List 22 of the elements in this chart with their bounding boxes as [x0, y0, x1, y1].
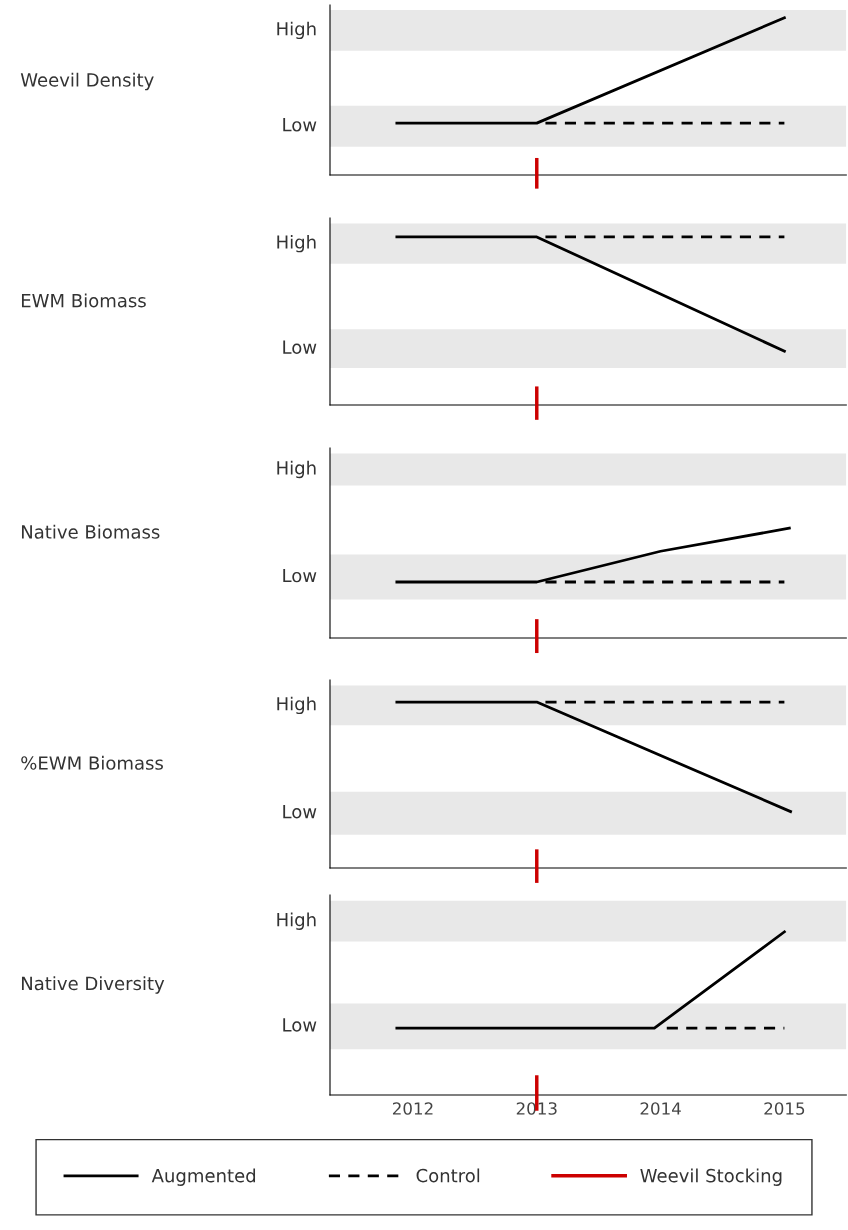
band-label: High	[277, 460, 316, 479]
band-label: Low	[283, 568, 317, 583]
y-axis-title: %EWM Biomass	[21, 755, 163, 770]
y-axis-title: Native Diversity	[21, 976, 165, 994]
band-label: High	[277, 696, 316, 715]
band-label: Low	[283, 340, 317, 354]
legend-label: Weevil Stocking	[640, 1168, 782, 1186]
y-axis-title: Weevil Density	[20, 72, 154, 91]
y-axis-title: Native Biomass	[21, 524, 160, 539]
legend-label: Control	[416, 1168, 480, 1183]
x-tick-label: 2013	[516, 1102, 557, 1115]
y-axis-title: EWM Biomass	[21, 293, 146, 308]
x-tick-label: 2012	[392, 1102, 433, 1115]
band-label: Low	[283, 805, 317, 819]
band-label: High	[277, 21, 316, 40]
x-tick-label: 2014	[640, 1102, 681, 1115]
band-label: Low	[283, 1018, 317, 1032]
band-label: High	[277, 234, 316, 253]
legend-label: Augmented	[151, 1168, 256, 1186]
band-label: High	[277, 912, 316, 930]
x-tick-label: 2015	[764, 1102, 805, 1115]
band-label: Low	[283, 118, 317, 132]
